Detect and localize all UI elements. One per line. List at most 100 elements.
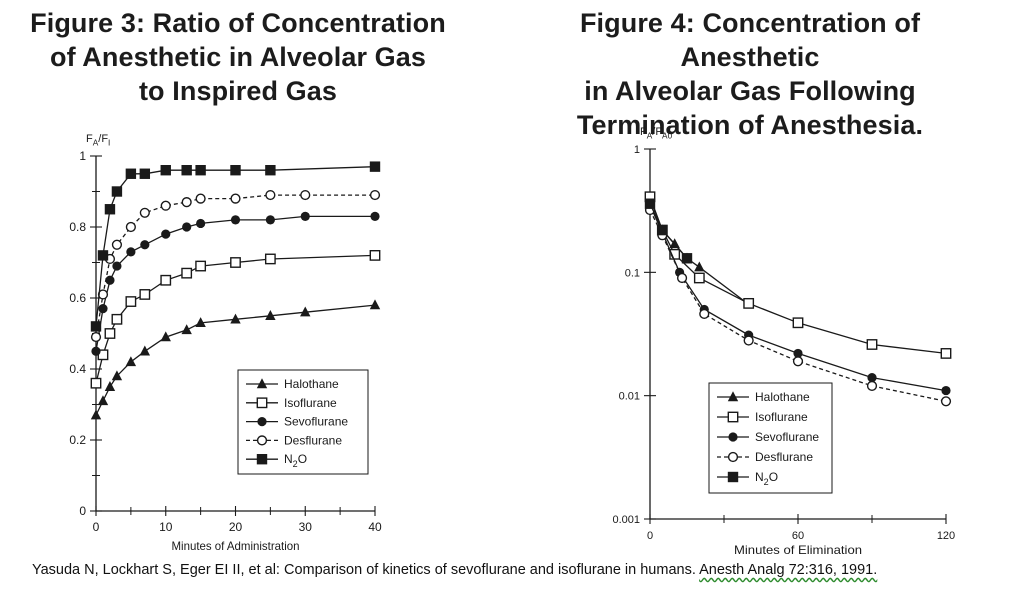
data-point — [941, 385, 951, 396]
citation-journal: Anesth Analg 72:316, 1991. — [699, 562, 878, 578]
legend-marker — [256, 378, 268, 389]
series-halothane — [90, 299, 381, 420]
figure-3-title: Figure 3: Ratio of Concentration of Anes… — [18, 6, 458, 108]
x-tick-label: 40 — [368, 520, 382, 534]
x-tick-label: 0 — [647, 530, 653, 542]
chart-4: 0.001 0.01 0.1 1 0 60 120 Minutes of Eliminatio… — [612, 126, 955, 557]
data-point — [90, 377, 102, 389]
data-point — [265, 189, 276, 201]
data-point — [230, 165, 241, 176]
data-point — [867, 373, 877, 383]
data-point — [866, 380, 878, 392]
data-point — [111, 186, 123, 197]
data-point — [196, 218, 206, 229]
y-axis-label: FA/FA0 — [640, 126, 673, 141]
legend-marker — [728, 432, 738, 442]
series-n2o — [90, 161, 381, 332]
x-tick-label: 120 — [937, 530, 955, 542]
data-point — [195, 260, 207, 272]
data-point — [161, 229, 171, 239]
x-axis-label: Minutes of Administration — [172, 539, 300, 553]
data-point — [866, 339, 878, 350]
legend-marker — [727, 411, 739, 423]
data-point — [90, 409, 102, 420]
data-point — [104, 381, 116, 391]
data-point — [370, 211, 380, 221]
legend-label: Isoflurane — [284, 396, 337, 410]
legend: Halothane Isoflurane Sevoflurane Desflurane… — [708, 382, 833, 494]
data-point — [230, 193, 241, 204]
series-desflurane — [644, 204, 952, 407]
data-point — [644, 198, 656, 209]
data-point — [681, 253, 693, 264]
data-point — [181, 267, 193, 279]
legend-marker — [727, 451, 739, 463]
citation: Yasuda N, Lockhart S, Eger EI II, et al:… — [32, 562, 877, 578]
legend-marker — [727, 391, 739, 402]
data-point — [793, 348, 803, 359]
data-point — [369, 249, 381, 261]
data-point — [105, 275, 115, 285]
data-point — [657, 224, 668, 236]
figure-4-title-line-3: Termination of Anesthesia. — [576, 110, 924, 140]
data-point — [230, 215, 241, 225]
data-point — [112, 261, 122, 271]
citation-text: Yasuda N, Lockhart S, Eger EI II, et al:… — [32, 562, 696, 578]
legend-label: Isoflurane — [755, 410, 808, 424]
data-point — [140, 240, 150, 250]
x-tick-label: 60 — [792, 530, 804, 542]
data-point — [300, 189, 311, 201]
data-point — [195, 317, 206, 328]
data-point — [369, 161, 381, 172]
data-point — [265, 215, 275, 225]
series-line — [95, 166, 376, 327]
data-point — [104, 204, 116, 215]
data-point — [160, 165, 171, 176]
data-point — [669, 248, 681, 260]
y-tick-label: 1 — [634, 144, 640, 156]
data-point — [111, 370, 123, 381]
y-tick-label: 0.8 — [69, 220, 86, 234]
data-point — [230, 313, 241, 324]
data-point — [111, 313, 123, 325]
legend-label: Sevoflurane — [755, 430, 819, 444]
y-tick-label: 0.4 — [69, 362, 86, 376]
series-line — [649, 209, 947, 402]
legend-marker — [256, 435, 268, 446]
figure-3-title-line-1: Figure 3: Ratio of Concentration — [30, 8, 446, 38]
x-tick-label: 20 — [229, 520, 243, 534]
data-point — [126, 247, 136, 257]
data-point — [792, 356, 804, 367]
legend-label: Sevoflurane — [284, 415, 348, 429]
legend-label: Halothane — [284, 377, 339, 391]
data-point — [369, 299, 381, 310]
legend-marker — [256, 397, 268, 409]
series-isoflurane — [644, 191, 952, 359]
data-point — [98, 304, 108, 314]
data-point — [265, 310, 276, 320]
data-point — [181, 165, 192, 176]
figure-4-title-line-2: in Alveolar Gas Following — [584, 76, 916, 106]
figure-4-title-line-1: Figure 4: Concentration of Anesthetic — [579, 8, 921, 72]
data-point — [139, 168, 151, 179]
figure-3-title-line-2: of Anesthetic in Alveolar Gas — [50, 42, 426, 72]
data-point — [104, 328, 116, 339]
data-point — [669, 238, 680, 249]
data-point — [125, 168, 137, 179]
x-tick-label: 30 — [299, 520, 313, 534]
data-point — [90, 331, 102, 343]
data-point — [182, 222, 192, 232]
data-point — [91, 346, 101, 356]
data-point — [300, 306, 311, 317]
series-sevoflurane — [91, 211, 380, 356]
y-tick-label: 1 — [79, 149, 86, 163]
x-tick-label: 0 — [93, 520, 100, 534]
data-point — [139, 207, 150, 218]
data-point — [676, 272, 688, 284]
data-point — [693, 272, 705, 284]
data-point — [369, 189, 381, 201]
y-tick-label: 0.2 — [69, 433, 86, 447]
legend-label: Halothane — [755, 390, 810, 404]
y-tick-label: 0.001 — [612, 514, 640, 526]
